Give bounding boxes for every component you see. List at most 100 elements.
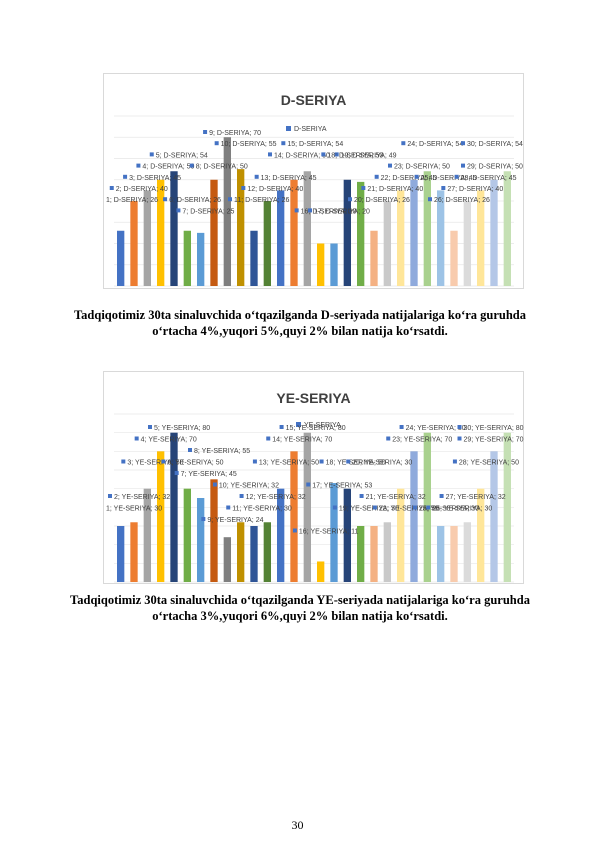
data-label-26: 26; YE-SERIYA; 30 [426,505,492,513]
svg-text:29; YE-SERIYA; 70: 29; YE-SERIYA; 70 [464,437,524,444]
svg-text:5; D-SERIYA; 54: 5; D-SERIYA; 54 [156,152,208,159]
data-label-7: 7; YE-SERIYA; 45 [174,471,237,478]
svg-text:7; YE-SERIYA; 45: 7; YE-SERIYA; 45 [181,471,237,478]
svg-text:6; D-SERIYA; 26: 6; D-SERIYA; 26 [169,197,221,204]
svg-text:9; D-SERIYA; 70: 9; D-SERIYA; 70 [209,130,261,137]
d-seriya-caption: Tadqiqotimiz 30ta sinaluvchida o‘tqazilg… [73,308,527,338]
bar-19 [357,181,365,286]
data-label-26: 26; D-SERIYA; 26 [428,197,490,204]
svg-text:25; YE-SERIYA; 30: 25; YE-SERIYA; 30 [419,506,479,513]
bar-26 [450,230,458,286]
bar-8 [210,179,218,286]
data-label-14: 14; YE-SERIYA; 70 [266,436,332,444]
bar-29 [490,451,498,582]
bar-6 [183,488,191,582]
data-label-11: 11; D-SERIYA; 26 [228,197,289,204]
svg-text:14; D-SERIYA; 50: 14; D-SERIYA; 50 [274,152,330,159]
bar-19 [357,526,365,582]
data-label-14: 14; D-SERIYA; 50 [268,152,330,159]
data-label-25: 25; YE-SERIYA; 30 [412,505,479,513]
bar-1 [117,230,125,286]
svg-text:11; YE-SERIYA; 30: 11; YE-SERIYA; 30 [232,506,292,513]
data-label-11: 11; YE-SERIYA; 30 [226,505,292,513]
bar-22 [397,190,405,286]
bar-13 [277,488,285,582]
data-label-30: 30; D-SERIYA; 54 [461,141,523,148]
svg-text:16; D-SERIYA; 20: 16; D-SERIYA; 20 [301,208,357,215]
bar-21 [383,522,391,582]
svg-text:16; YE-SERIYA; 11: 16; YE-SERIYA; 11 [299,529,359,536]
data-label-16: 16; D-SERIYA; 20 [294,208,357,215]
svg-text:15; YE-SERIYA; 80: 15; YE-SERIYA; 80 [286,425,346,432]
bar-13 [277,190,285,286]
data-label-29: 29; D-SERIYA; 50 [461,163,523,171]
data-label-24: 24; YE-SERIYA; 80 [399,425,466,432]
data-label-16: 16; YE-SERIYA; 11 [292,528,359,536]
svg-text:8; YE-SERIYA; 55: 8; YE-SERIYA; 55 [194,448,250,455]
data-label-27: 27; D-SERIYA; 40 [441,186,503,193]
bar-24 [423,171,431,286]
ye-seriya-plot: YE-SERIYA 5; YE-SERIYA; 80 15; YE-SERIYA; … [106,413,524,583]
svg-text:23; D-SERIYA; 50: 23; D-SERIYA; 50 [394,164,450,171]
bar-15 [303,171,311,286]
data-label-15: 15; D-SERIYA; 54 [281,141,343,148]
data-label-6: 6; D-SERIYA; 26 [163,197,221,204]
svg-text:20; D-SERIYA; 26: 20; D-SERIYA; 26 [354,197,410,204]
svg-text:15; D-SERIYA; 54: 15; D-SERIYA; 54 [287,141,343,148]
data-label-19: 19; YE-SERIYA; 30 [332,505,399,513]
data-label-12: 12; YE-SERIYA; 32 [239,494,306,501]
svg-text:10; YE-SERIYA; 32: 10; YE-SERIYA; 32 [219,483,279,490]
ye-seriya-caption: Tadqiqotimiz 30ta sinaluvchida o‘tqazilg… [70,593,530,623]
svg-text:13; D-SERIYA; 45: 13; D-SERIYA; 45 [261,175,317,182]
svg-text:12; YE-SERIYA; 32: 12; YE-SERIYA; 32 [246,494,306,501]
data-label-20: 20; YE-SERIYA; 30 [346,459,412,467]
data-label-21: 21; D-SERIYA; 40 [361,186,423,193]
data-label-18: 18; YE-SERIYA; 50 [319,459,386,467]
svg-text:1; YE-SERIYA; 30: 1; YE-SERIYA; 30 [106,506,162,513]
bar-28 [477,190,485,286]
bar-5 [170,432,178,582]
bar-27 [463,522,471,582]
legend-label: YE-SERIYA [304,422,341,429]
chart-legend: YE-SERIYA [296,422,341,429]
bar-2 [130,522,138,582]
bar-30 [503,171,511,286]
bar-30 [503,432,511,582]
d-seriya-plot: D-SERIYA 9; D-SERIYA; 70 10; D-SERIYA; 55 1… [106,115,523,287]
svg-text:30; YE-SERIYA; 80: 30; YE-SERIYA; 80 [464,425,524,432]
bar-2 [130,201,138,286]
bar-1 [117,526,125,582]
data-label-15: 15; YE-SERIYA; 80 [279,425,346,432]
data-label-30: 30; YE-SERIYA; 80 [457,425,524,432]
data-label-5: 5; D-SERIYA; 54 [149,152,208,159]
svg-text:3; YE-SERIYA; 50: 3; YE-SERIYA; 50 [127,460,183,467]
data-label-8: 8; YE-SERIYA; 55 [188,448,250,455]
svg-text:14; YE-SERIYA; 70: 14; YE-SERIYA; 70 [272,437,332,444]
svg-text:27; YE-SERIYA; 32: 27; YE-SERIYA; 32 [446,494,506,501]
bar-18 [343,488,351,582]
chart-legend: D-SERIYA [286,126,327,133]
svg-text:24; YE-SERIYA; 80: 24; YE-SERIYA; 80 [406,425,466,432]
data-label-18: 18; D-SERIYA; 50 [321,152,383,159]
data-label-23: 23; YE-SERIYA; 70 [386,436,452,444]
data-label-19: 19; D-SERIYA; 49 [334,152,397,159]
data-label-13: 13; YE-SERIYA; 50 [252,459,319,467]
svg-text:25; D-SERIYA; 45: 25; D-SERIYA; 45 [421,175,477,182]
bar-25 [437,190,445,286]
bar-15 [303,432,311,582]
svg-text:19; YE-SERIYA; 30: 19; YE-SERIYA; 30 [339,506,399,513]
bar-27 [463,201,471,286]
bar-17 [330,483,338,582]
chart-title: D-SERIYA [280,92,347,108]
svg-text:8; D-SERIYA; 50: 8; D-SERIYA; 50 [196,164,248,171]
bar-3 [143,488,151,582]
bar-23 [410,451,418,582]
bar-20 [370,230,378,286]
data-label-13: 13; D-SERIYA; 45 [254,174,317,182]
data-label-4: 4; YE-SERIYA; 70 [134,436,197,444]
svg-text:24; D-SERIYA; 54: 24; D-SERIYA; 54 [407,141,463,148]
bar-17 [330,243,338,286]
svg-text:6; YE-SERIYA; 50: 6; YE-SERIYA; 50 [167,460,223,467]
svg-text:28; YE-SERIYA; 50: 28; YE-SERIYA; 50 [459,460,519,467]
svg-text:21; D-SERIYA; 40: 21; D-SERIYA; 40 [367,186,423,193]
